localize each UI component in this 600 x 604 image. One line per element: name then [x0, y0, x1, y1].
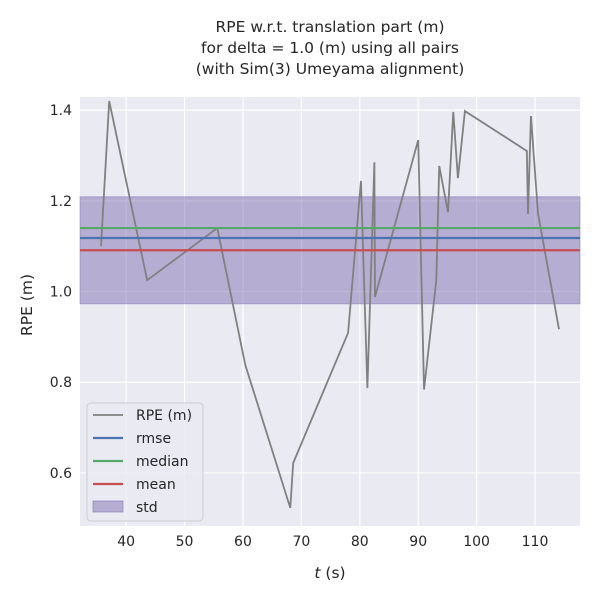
- chart-title-line3: (with Sim(3) Umeyama alignment): [196, 60, 465, 78]
- y-tick-label: 1.0: [50, 285, 72, 301]
- legend-label: mean: [136, 477, 176, 493]
- y-tick-label: 1.4: [50, 103, 72, 119]
- x-tick-label: 110: [522, 534, 549, 550]
- chart-title-line1: RPE w.r.t. translation part (m): [215, 18, 444, 36]
- x-tick-label: 100: [463, 534, 490, 550]
- legend-label: std: [136, 500, 158, 516]
- y-axis-label: RPE (m): [18, 274, 36, 336]
- x-tick-label: 60: [234, 534, 252, 550]
- rpe-series-line: [100, 100, 560, 509]
- y-tick-label: 0.6: [50, 466, 72, 482]
- x-tick-label: 40: [117, 534, 135, 550]
- legend-label: RPE (m): [136, 408, 192, 424]
- chart-title-line2: for delta = 1.0 (m) using all pairs: [201, 39, 459, 57]
- y-tick-label: 1.2: [50, 194, 72, 210]
- legend: RPE (m) rmse median mean std: [86, 402, 204, 522]
- x-tick-label: 80: [351, 534, 369, 550]
- legend-box: [86, 402, 204, 522]
- x-axis-label: t (s): [314, 564, 345, 582]
- x-tick-label: 70: [292, 534, 310, 550]
- legend-label: rmse: [136, 431, 171, 447]
- x-tick-label: 90: [409, 534, 427, 550]
- legend-label: median: [136, 454, 188, 470]
- y-tick-label: 0.8: [50, 375, 72, 391]
- x-tick-label: 50: [176, 534, 194, 550]
- legend-swatch-std: [92, 500, 124, 513]
